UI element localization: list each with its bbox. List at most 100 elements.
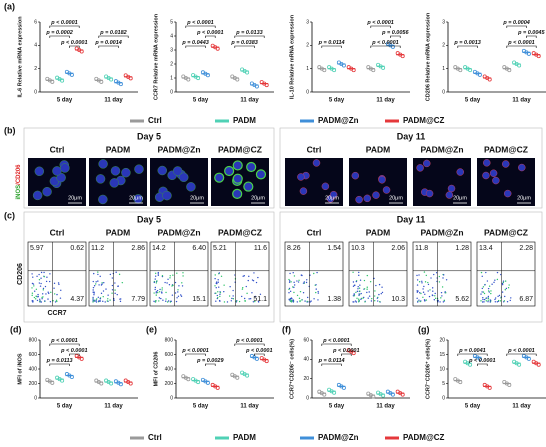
quadrant-ul: 5.21: [213, 245, 227, 252]
y-tick-label: 2: [170, 61, 173, 67]
data-dot: [215, 385, 220, 390]
p-value: p = 0.0443: [181, 40, 208, 46]
event: [504, 295, 506, 298]
event: [40, 301, 43, 303]
event: [422, 296, 424, 298]
quadrant-lr: 7.79: [131, 296, 145, 303]
event: [257, 300, 260, 302]
y-tick-label: 800: [29, 337, 38, 343]
y-axis-label: CD206 Relative mRNA expression: [425, 12, 431, 101]
event: [155, 291, 158, 293]
event: [363, 296, 365, 299]
quadrant-ul: 14.2: [152, 245, 166, 252]
cell: [355, 195, 363, 204]
event: [352, 281, 355, 283]
event: [169, 275, 171, 277]
event: [215, 287, 217, 289]
p-value: p = 0.0133: [235, 30, 262, 36]
quadrant-lr: 5.62: [455, 296, 469, 303]
event: [494, 279, 496, 281]
event: [157, 274, 160, 276]
event: [316, 271, 318, 274]
event: [489, 299, 492, 301]
bracket: [390, 35, 401, 38]
event: [289, 272, 291, 275]
data-dot: [371, 394, 376, 399]
event: [155, 282, 158, 284]
cell: [416, 164, 424, 172]
event: [175, 300, 178, 303]
quadrant-ur: 2.06: [391, 245, 405, 252]
event: [43, 271, 45, 274]
cell: [299, 187, 308, 195]
cell: [232, 173, 243, 184]
event: [430, 277, 432, 279]
event: [352, 295, 355, 297]
event: [37, 295, 39, 298]
bracket: [69, 353, 80, 356]
event: [253, 272, 255, 274]
data-dot: [215, 46, 220, 51]
event: [503, 300, 506, 302]
data-dot: [69, 375, 74, 380]
event: [248, 275, 250, 278]
event: [231, 297, 233, 300]
event: [39, 285, 42, 287]
y-tick-label: 400: [29, 366, 38, 372]
event: [40, 271, 43, 274]
cell: [157, 165, 168, 176]
event: [230, 300, 232, 302]
event: [416, 297, 418, 299]
event: [416, 291, 419, 293]
event: [510, 297, 512, 299]
event: [496, 301, 499, 303]
cell: [297, 173, 305, 181]
quadrant-ur: 11.6: [254, 245, 267, 252]
y-tick-label: 4: [170, 33, 173, 39]
quadrant-ul: 13.4: [479, 245, 493, 252]
x-axis-label: CCR7: [47, 310, 66, 317]
bracket: [185, 25, 216, 28]
data-dot: [50, 380, 55, 385]
event: [381, 286, 383, 288]
event: [292, 299, 295, 302]
cell: [483, 159, 491, 167]
y-axis-label: CCR7⁺CD206⁻ cells(%): [288, 339, 295, 399]
event: [35, 295, 38, 298]
event: [293, 284, 296, 286]
event: [255, 281, 258, 284]
event: [367, 297, 369, 299]
data-dot: [109, 77, 114, 82]
x-tick-label: 11 day: [376, 404, 395, 410]
event: [299, 300, 301, 302]
y-tick-label: 1: [170, 75, 173, 81]
p-value: p = 0.0113: [46, 358, 73, 364]
event: [118, 273, 121, 276]
event: [102, 300, 104, 303]
event: [315, 288, 317, 290]
event: [49, 273, 51, 275]
legend-label: PADM@Zn: [318, 433, 359, 442]
event: [115, 271, 117, 273]
event: [502, 280, 505, 282]
event: [297, 281, 300, 283]
event: [488, 285, 491, 287]
event: [32, 300, 34, 303]
y-axis-label: MFI of iNOS: [17, 353, 23, 384]
event: [164, 281, 166, 284]
event: [242, 286, 244, 289]
event: [95, 281, 97, 283]
cell: [134, 164, 144, 174]
y-tick-label: 2: [306, 43, 309, 49]
event: [313, 298, 315, 300]
data-dot: [371, 68, 376, 73]
event: [48, 280, 51, 283]
event: [418, 299, 420, 301]
event: [245, 285, 247, 288]
event: [313, 272, 315, 275]
cell: [445, 191, 454, 199]
event: [120, 298, 122, 300]
y-tick-label: 0: [306, 395, 309, 401]
event: [440, 297, 442, 299]
p-value: p < 0.0001: [60, 348, 87, 354]
